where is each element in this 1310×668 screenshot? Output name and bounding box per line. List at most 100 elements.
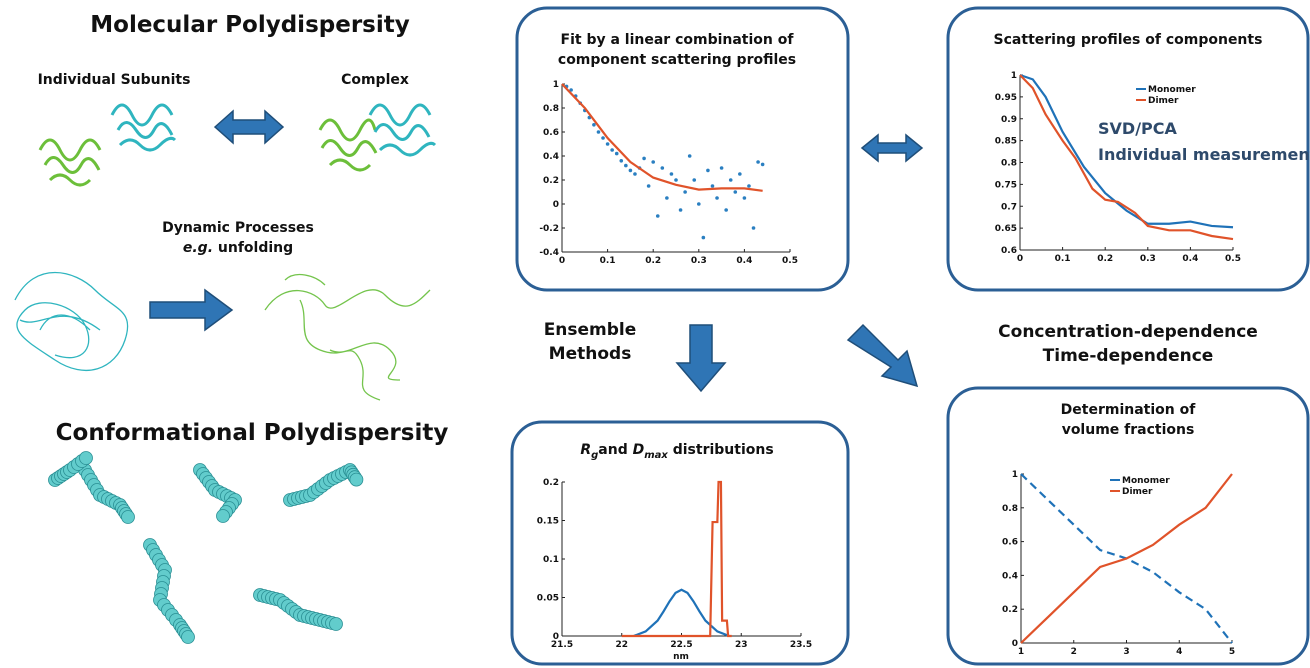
y-tick-label: 0.05 [537,594,559,604]
label: e.g. unfolding [183,240,293,256]
data-point [720,166,724,170]
protein [15,273,128,371]
y-tick-label: -0.2 [539,224,559,234]
y-tick-label: 0.9 [1001,115,1017,125]
x-tick-label: 0.2 [645,256,661,266]
legend-label: Dimer [1148,96,1179,106]
arrow [150,290,232,330]
y-tick-label: 0.6 [1001,246,1017,256]
data-point [743,196,747,200]
data-point [711,184,715,188]
x-tick-label: 4 [1176,647,1182,657]
legend-label: Monomer [1148,85,1196,95]
double-arrow [862,135,922,161]
data-point [756,160,760,164]
protein [370,105,435,155]
label: Methods [549,344,632,364]
y-tick-label: 0.4 [543,152,559,162]
y-tick-label: 0.75 [995,180,1017,190]
data-point [633,172,637,176]
x-tick-label: 0.1 [600,256,616,266]
data-point [697,202,701,206]
data-point [651,160,655,164]
y-tick-label: 0.4 [1002,571,1018,581]
legend-label: Monomer [1122,476,1170,486]
x-tick-label: 0.2 [1097,254,1113,264]
y-tick-label: 0.6 [1002,538,1018,548]
heading: Conformational Polydispersity [56,420,449,446]
label: Ensemble [544,320,637,340]
x-tick-label: 22.5 [670,640,692,650]
x-tick-label: 2 [1071,647,1077,657]
label: Complex [341,72,409,88]
panel-title: Determination of [1061,402,1197,418]
y-tick-label: 0.2 [543,176,559,186]
data-point [606,142,610,146]
title-part: g [591,450,598,461]
x-tick-label: 23.5 [790,640,812,650]
label: Dynamic Processes [162,220,314,236]
data-point [674,178,678,182]
y-tick-label: 0.6 [543,128,559,138]
y-tick-label: 0.65 [995,224,1017,234]
data-point [733,190,737,194]
y-tick-label: 0.2 [1002,605,1018,615]
y-tick-label: 1 [553,80,559,90]
panel-title: volume fractions [1062,422,1195,438]
protein [112,105,175,150]
x-tick-label: 23 [735,640,748,650]
data-point [738,172,742,176]
panel-title: Fit by a linear combination of [561,32,795,48]
annotation: Individual measurements [1098,145,1310,164]
y-tick-label: 0.2 [543,478,559,488]
data-point [624,164,628,168]
x-tick-label: 3 [1123,647,1129,657]
double-arrow [215,111,283,143]
y-tick-label: 0.8 [1001,159,1017,169]
panel-title: component scattering profiles [558,52,796,68]
title-part: distributions [668,442,774,458]
data-point [656,214,660,218]
x-tick-label: 22 [615,640,628,650]
title-part: R [580,442,591,458]
label-part: unfolding [213,240,293,256]
protein [265,275,430,400]
data-point [610,148,614,152]
x-tick-label: 0.4 [1182,254,1198,264]
sphere-models [49,452,363,644]
x-tick-label: 5 [1229,647,1235,657]
data-point [597,130,601,134]
x-tick-label: 0 [1017,254,1023,264]
sphere [330,618,343,631]
y-tick-label: 0.15 [537,517,559,527]
data-point [683,190,687,194]
label-part: e.g. [183,240,213,256]
data-point [747,184,751,188]
protein [40,140,100,185]
x-tick-label: 21.5 [551,640,573,650]
data-point [665,196,669,200]
sphere [350,473,363,486]
x-tick-label: 1 [1018,647,1024,657]
panel [517,8,848,290]
x-tick-label: 0.3 [1140,254,1156,264]
heading: Molecular Polydispersity [90,12,409,38]
legend-label: Dimer [1122,487,1153,497]
data-point [601,136,605,140]
data-point [679,208,683,212]
protein [320,120,376,170]
y-tick-label: 0.8 [1002,504,1018,514]
data-point [761,163,765,167]
data-point [592,123,596,127]
figure: Molecular Polydispersity Individual Subu… [0,0,1310,668]
label: Time-dependence [1043,346,1214,366]
sphere [217,510,230,523]
data-point [615,152,619,156]
arrow [677,325,725,391]
data-point [752,226,756,230]
label: Individual Subunits [38,72,191,88]
data-point [702,236,706,240]
label: Concentration-dependence [998,322,1258,342]
data-point [661,166,665,170]
data-point [647,184,651,188]
